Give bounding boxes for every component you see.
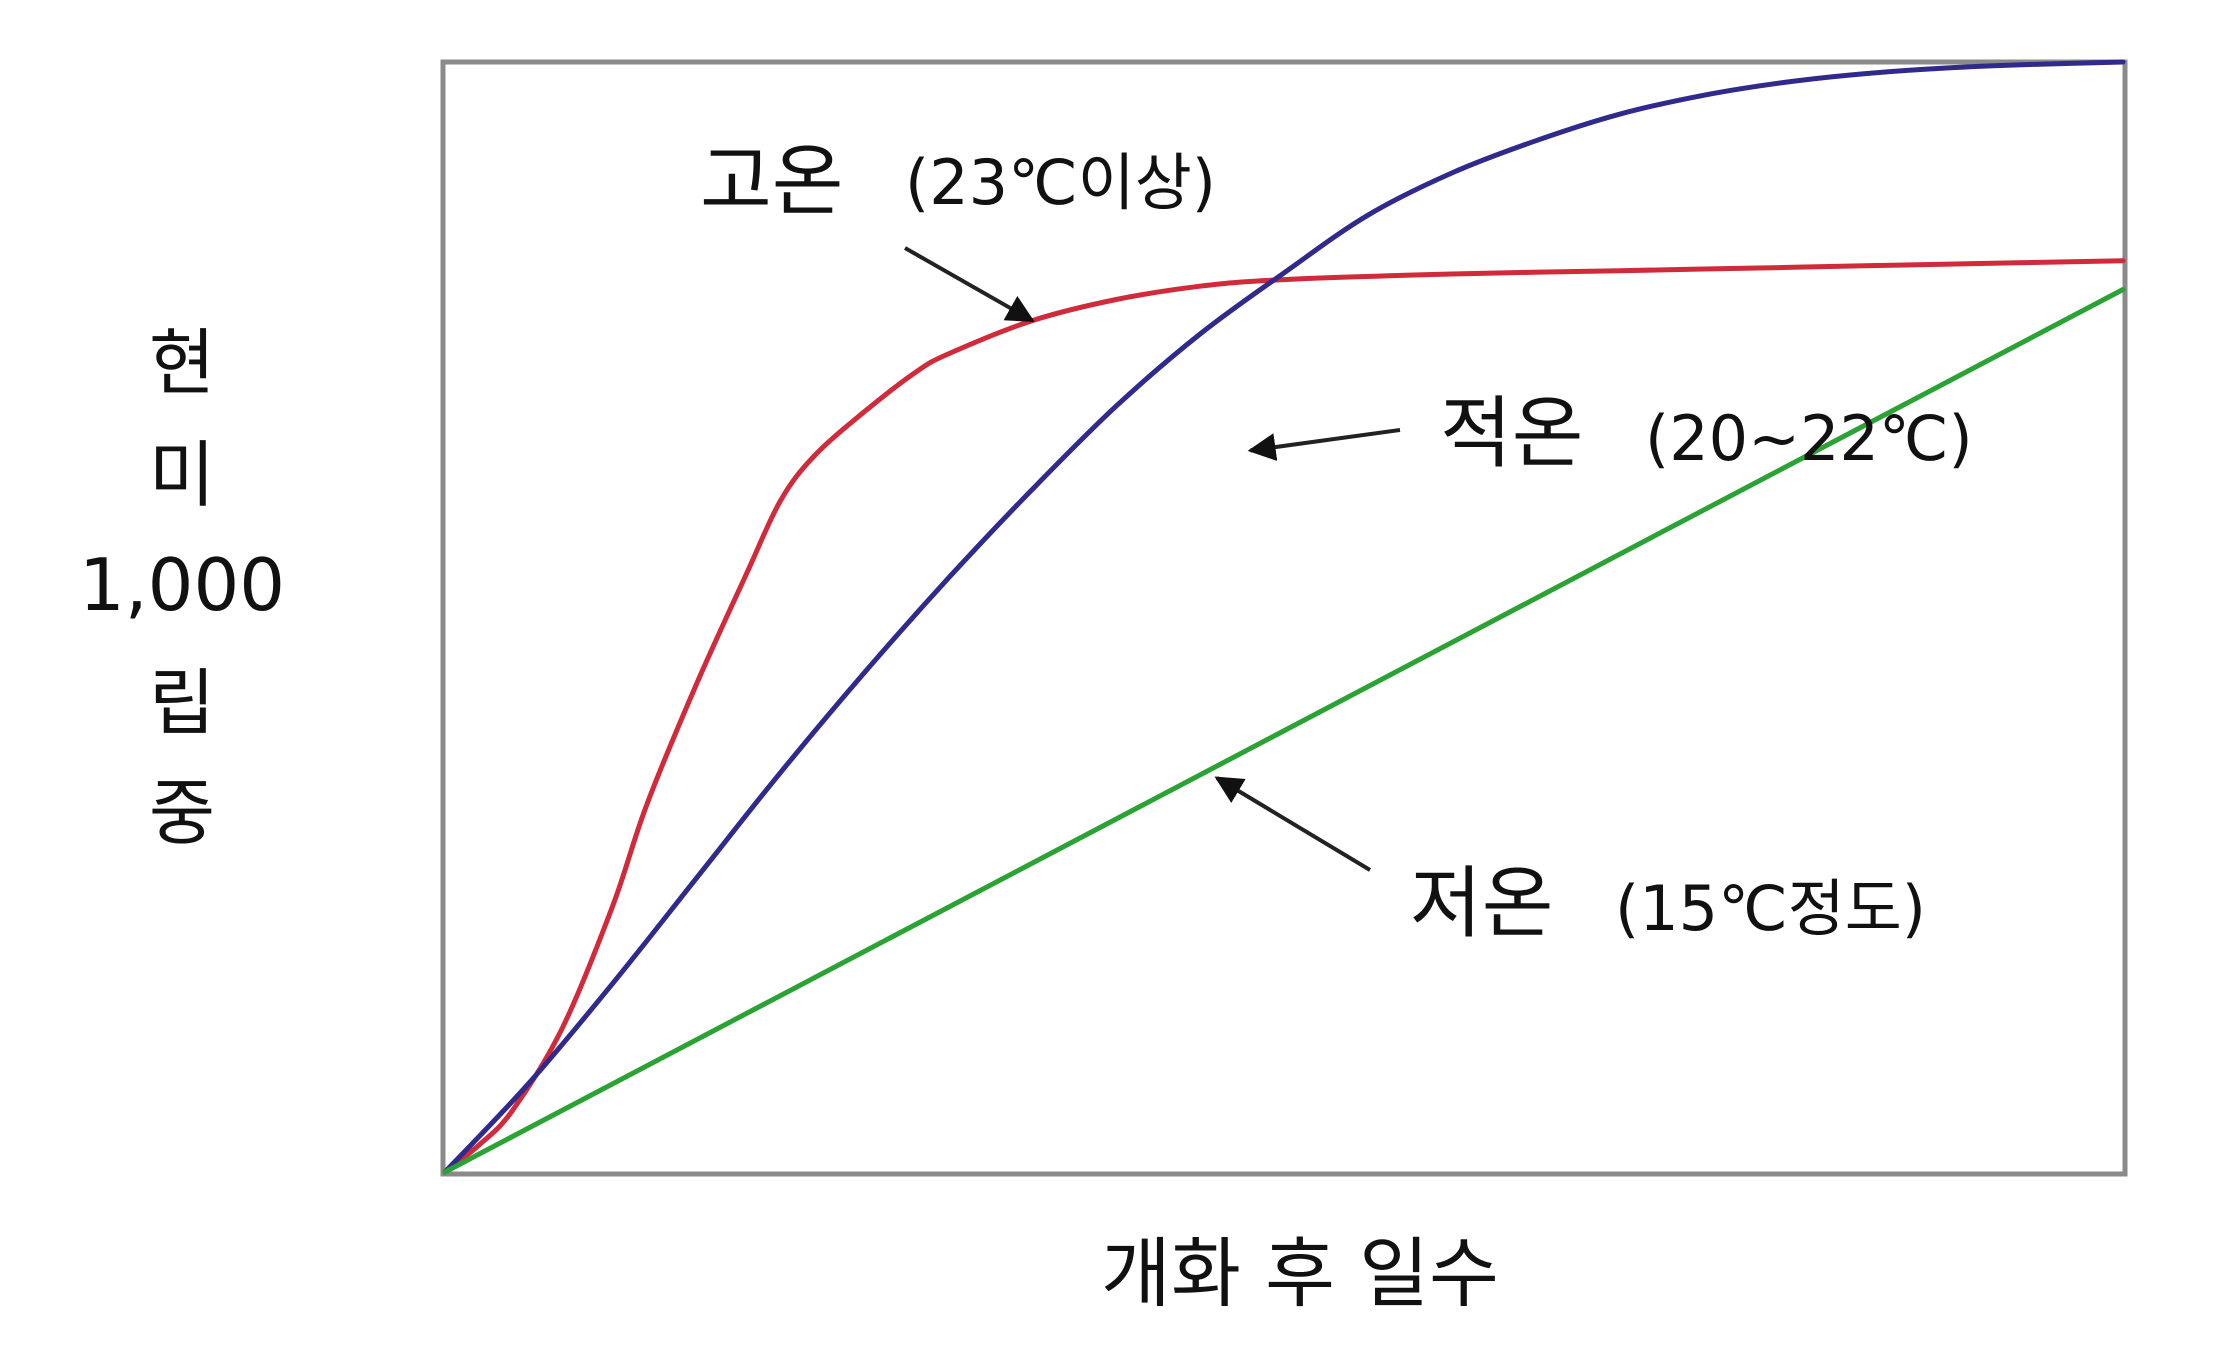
- x-axis-label: 개화 후 일수: [1101, 1229, 1499, 1318]
- annotation-sub-high: (23℃이상): [905, 146, 1216, 219]
- y-axis-label: 현 미 1,000 립 중: [79, 321, 285, 855]
- series-low-temp-line: [442, 287, 2126, 1175]
- annotation-label-optimal: 적온: [1440, 389, 1584, 479]
- y-axis-label-line-4: 립: [149, 661, 215, 745]
- y-axis-label-line-2: 미: [149, 433, 215, 517]
- annotation-arrow-high: [904, 246, 1035, 323]
- annotation-sub-optimal: (20~22℃): [1645, 402, 1973, 475]
- series-optimal-temp-line: [442, 59, 2126, 1175]
- series-group: [442, 59, 2126, 1175]
- annotation-label-high: 고온: [700, 137, 844, 227]
- annotation-arrow-optimal: [1247, 428, 1401, 461]
- series-high-temp-line: [442, 258, 2126, 1175]
- y-axis-label-line-5: 중: [149, 771, 215, 855]
- annotation-sub-low: (15℃정도): [1615, 872, 1926, 945]
- annotation-arrow-low: [1214, 776, 1372, 872]
- annotation-arrows: [904, 246, 1401, 872]
- y-axis-label-line-1: 현: [149, 321, 215, 405]
- y-axis-label-line-3: 1,000: [79, 543, 285, 627]
- plot-frame: [440, 59, 2128, 1177]
- annotation-label-low: 저온: [1410, 859, 1554, 949]
